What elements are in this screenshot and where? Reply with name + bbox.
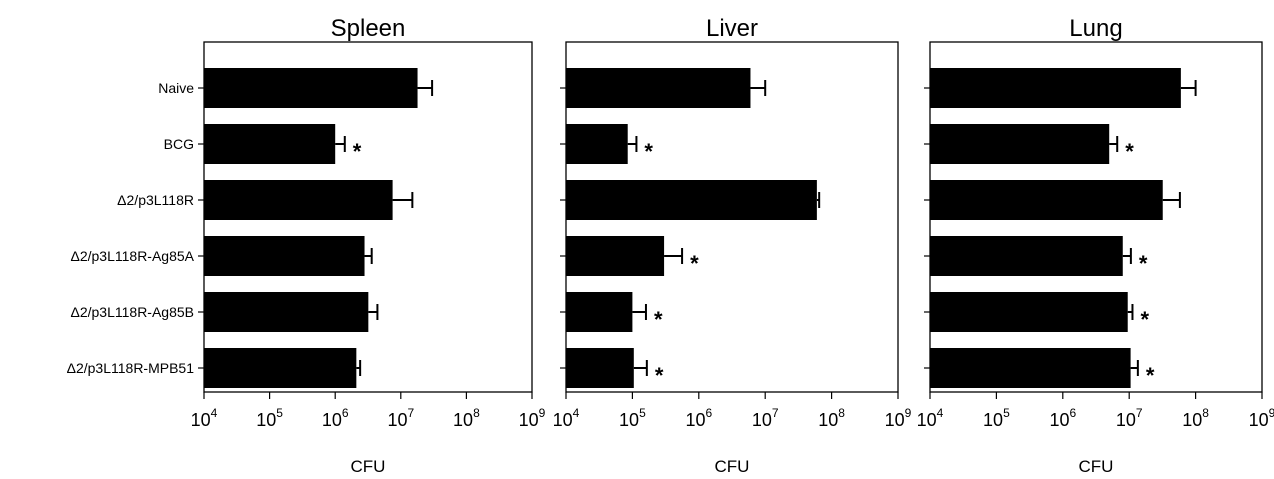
- x-axis-label: CFU: [715, 457, 750, 476]
- x-tick-label: 109: [1249, 406, 1274, 430]
- panel-title: Lung: [1069, 15, 1122, 42]
- panel-2: Liver 104 105 106 107 108 109 CFU * * * *: [553, 15, 912, 476]
- category-label: Δ2/p3L118R-MPB51: [67, 360, 195, 376]
- x-tick-label: 104: [917, 406, 944, 430]
- bar: [930, 292, 1128, 332]
- category-label: Δ2/p3L118R: [117, 192, 194, 208]
- significance-mark: *: [1140, 307, 1149, 332]
- bar: [930, 124, 1110, 164]
- x-tick-label: 105: [619, 406, 646, 430]
- x-tick-label: 107: [752, 406, 779, 430]
- x-tick-label: 104: [191, 406, 218, 430]
- significance-mark: *: [1139, 251, 1148, 276]
- panel-1: Spleen Naive BCG Δ2/p3L118R Δ2/p3L118R-Ag85A…: [67, 15, 546, 476]
- x-tick-label: 107: [387, 406, 414, 430]
- category-label: Δ2/p3L118R-Ag85B: [70, 304, 194, 320]
- significance-mark: *: [644, 139, 653, 164]
- bar: [566, 236, 665, 276]
- bar: [930, 348, 1131, 388]
- bar: [566, 180, 817, 220]
- x-tick-label: 109: [519, 406, 546, 430]
- x-tick-label: 106: [1049, 406, 1076, 430]
- x-tick-label: 108: [1182, 406, 1209, 430]
- bar: [566, 348, 634, 388]
- x-tick-label: 108: [818, 406, 845, 430]
- panel-3: Lung 104 105 106 107 108 109 CFU * * * *: [917, 15, 1274, 476]
- significance-mark: *: [1146, 363, 1155, 388]
- x-tick-label: 106: [322, 406, 349, 430]
- x-axis-label: CFU: [1079, 457, 1114, 476]
- x-tick-label: 105: [256, 406, 283, 430]
- panel-title: Liver: [706, 15, 758, 42]
- significance-mark: *: [654, 307, 663, 332]
- bar: [204, 236, 365, 276]
- bar: [204, 124, 336, 164]
- bar: [930, 236, 1123, 276]
- bar: [204, 180, 393, 220]
- bar: [204, 68, 418, 108]
- bar: [566, 292, 633, 332]
- bar: [566, 68, 751, 108]
- bar: [204, 348, 357, 388]
- x-tick-label: 107: [1116, 406, 1143, 430]
- significance-mark: *: [1125, 139, 1134, 164]
- bar: [930, 68, 1181, 108]
- x-tick-label: 109: [885, 406, 912, 430]
- bar: [204, 292, 369, 332]
- x-tick-label: 108: [453, 406, 480, 430]
- significance-mark: *: [655, 363, 664, 388]
- x-tick-label: 104: [553, 406, 580, 430]
- significance-mark: *: [353, 139, 362, 164]
- bar: [566, 124, 628, 164]
- category-label: Δ2/p3L118R-Ag85A: [70, 248, 194, 264]
- x-tick-label: 106: [685, 406, 712, 430]
- bar: [930, 180, 1163, 220]
- x-axis-label: CFU: [351, 457, 386, 476]
- category-label: BCG: [164, 136, 194, 152]
- x-tick-label: 105: [983, 406, 1010, 430]
- significance-mark: *: [690, 251, 699, 276]
- panel-title: Spleen: [331, 15, 406, 42]
- category-label: Naive: [158, 80, 194, 96]
